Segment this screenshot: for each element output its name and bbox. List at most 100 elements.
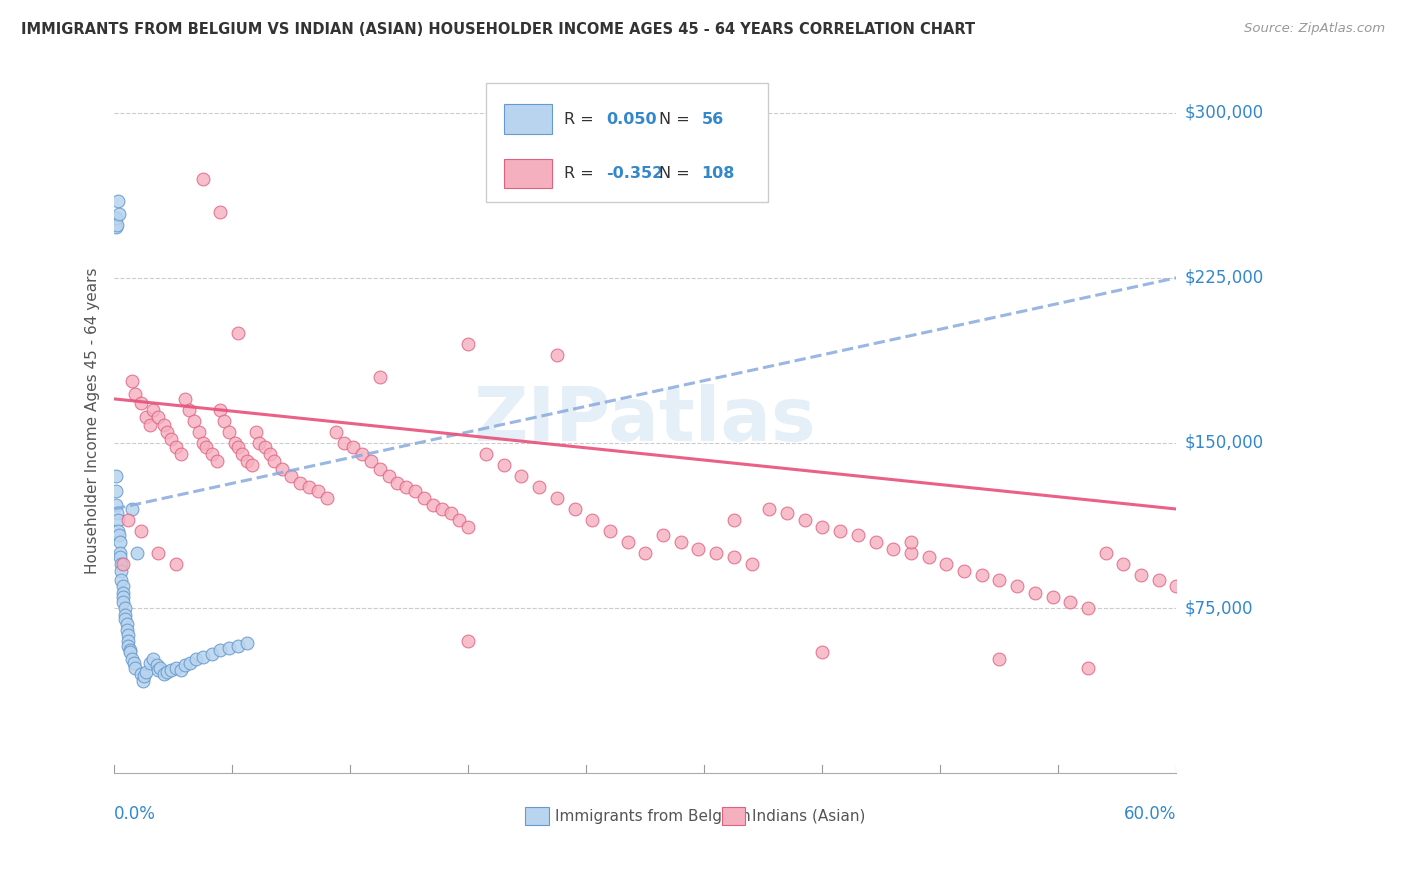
Point xyxy=(160,663,183,677)
Point xyxy=(280,469,302,483)
Point xyxy=(510,469,533,483)
Point xyxy=(1005,579,1028,593)
Point xyxy=(148,546,170,560)
Point xyxy=(117,634,139,648)
Point xyxy=(114,601,136,615)
Point xyxy=(652,528,675,542)
Point xyxy=(546,348,568,362)
Point xyxy=(156,665,179,679)
Point xyxy=(104,220,127,235)
Point xyxy=(191,436,214,450)
Point xyxy=(205,453,228,467)
Point xyxy=(112,579,135,593)
Point xyxy=(988,573,1011,587)
Point xyxy=(124,387,146,401)
Point xyxy=(236,453,259,467)
Point xyxy=(129,396,152,410)
Point xyxy=(846,528,869,542)
Point xyxy=(200,447,222,461)
Point xyxy=(107,194,129,208)
Point xyxy=(209,643,232,657)
Text: Indians (Asian): Indians (Asian) xyxy=(752,809,865,824)
Point xyxy=(135,409,157,424)
Point xyxy=(170,663,193,677)
Point xyxy=(104,498,127,512)
Point xyxy=(882,541,904,556)
Point xyxy=(138,418,160,433)
Point xyxy=(110,573,132,587)
Point xyxy=(245,425,267,439)
Point xyxy=(1077,660,1099,674)
Point xyxy=(253,441,276,455)
Point xyxy=(352,447,374,461)
Point xyxy=(117,513,139,527)
Point xyxy=(953,564,976,578)
Point xyxy=(1166,579,1188,593)
Point xyxy=(900,535,922,549)
Point xyxy=(616,535,638,549)
Point xyxy=(368,462,391,476)
Point xyxy=(148,409,170,424)
Point xyxy=(183,414,205,428)
Point xyxy=(546,491,568,505)
Point xyxy=(121,502,143,516)
Point xyxy=(581,513,603,527)
Point xyxy=(156,425,179,439)
Point xyxy=(160,432,183,446)
Point xyxy=(527,480,550,494)
Point xyxy=(120,645,142,659)
Point xyxy=(104,211,127,226)
Point xyxy=(1112,557,1135,571)
FancyBboxPatch shape xyxy=(721,807,745,825)
Point xyxy=(793,513,815,527)
Point xyxy=(152,418,174,433)
Point xyxy=(114,607,136,622)
Text: IMMIGRANTS FROM BELGIUM VS INDIAN (ASIAN) HOUSEHOLDER INCOME AGES 45 - 64 YEARS : IMMIGRANTS FROM BELGIUM VS INDIAN (ASIAN… xyxy=(21,22,976,37)
Point xyxy=(108,550,131,565)
Text: $75,000: $75,000 xyxy=(1185,599,1254,617)
Point xyxy=(170,447,193,461)
Point xyxy=(741,557,763,571)
Text: $300,000: $300,000 xyxy=(1185,103,1264,121)
Point xyxy=(439,507,461,521)
Text: R =: R = xyxy=(564,166,599,181)
Point xyxy=(177,403,200,417)
Point xyxy=(865,535,887,549)
Point xyxy=(110,557,132,571)
Point xyxy=(298,480,321,494)
Point xyxy=(988,652,1011,666)
Point xyxy=(179,657,201,671)
Point xyxy=(112,557,135,571)
Point xyxy=(811,519,834,533)
Point xyxy=(108,535,131,549)
Point xyxy=(138,657,160,671)
Point xyxy=(127,546,149,560)
Point xyxy=(1130,568,1153,582)
Y-axis label: Householder Income Ages 45 - 64 years: Householder Income Ages 45 - 64 years xyxy=(86,268,100,574)
Point xyxy=(226,441,249,455)
Point xyxy=(413,491,436,505)
Point xyxy=(449,513,471,527)
Text: $150,000: $150,000 xyxy=(1185,434,1264,452)
Point xyxy=(236,636,259,650)
Point xyxy=(149,660,172,674)
Point xyxy=(422,498,444,512)
Point xyxy=(1147,573,1170,587)
Point xyxy=(107,513,129,527)
Point xyxy=(377,469,399,483)
Text: 0.0%: 0.0% xyxy=(114,805,156,823)
Point xyxy=(104,469,127,483)
Point xyxy=(112,590,135,604)
Point xyxy=(112,585,135,599)
Point xyxy=(430,502,453,516)
Point xyxy=(218,425,240,439)
Point xyxy=(333,436,356,450)
Point xyxy=(1077,601,1099,615)
Point xyxy=(342,441,364,455)
Point xyxy=(387,475,409,490)
Point xyxy=(247,436,270,450)
Point xyxy=(124,660,146,674)
Point xyxy=(226,639,249,653)
Point xyxy=(830,524,852,538)
Point xyxy=(191,171,214,186)
